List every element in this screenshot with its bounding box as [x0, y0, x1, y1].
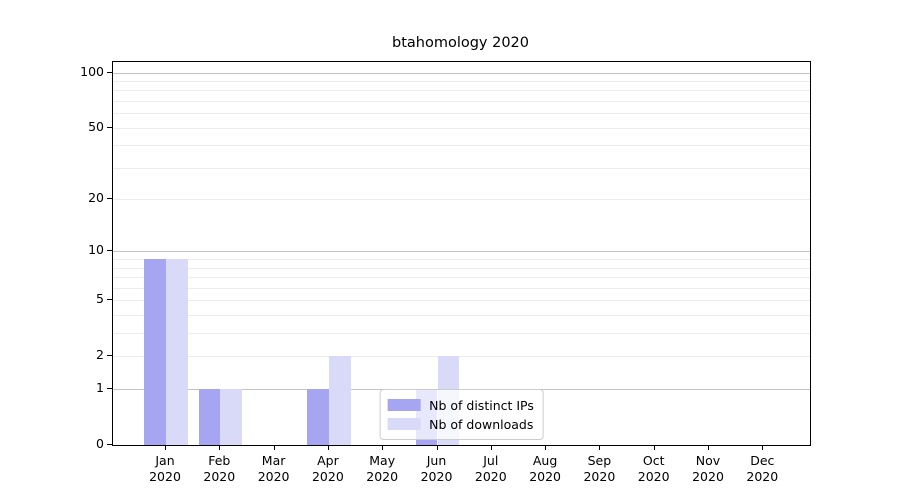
- y-tick-mark: [107, 71, 112, 73]
- x-tick-label: Jun 2020: [420, 453, 453, 485]
- y-tick-label: 1: [96, 380, 104, 396]
- legend-swatch-downloads-icon: [387, 418, 421, 430]
- plot-area: Nb of distinct IPs Nb of downloads: [112, 61, 811, 446]
- y-tick-label: 0: [96, 436, 104, 451]
- x-tick-mark: [273, 445, 275, 450]
- x-tick-label: Nov 2020: [692, 453, 724, 485]
- x-tick-mark: [490, 445, 492, 450]
- y-tick-label: 20: [88, 190, 104, 206]
- bar-distinct-ips-0: [144, 259, 166, 445]
- gridline-minor: [113, 300, 810, 302]
- x-tick-label: Jan 2020: [149, 453, 181, 485]
- y-tick-label: 10: [88, 242, 104, 258]
- legend-label-downloads: Nb of downloads: [429, 416, 534, 432]
- gridline-minor: [113, 127, 810, 129]
- bar-distinct-ips-1: [198, 389, 221, 445]
- x-tick-mark: [545, 445, 547, 450]
- x-tick-mark: [653, 445, 655, 450]
- gridline-minor: [113, 356, 810, 358]
- legend-label-distinct-ips: Nb of distinct IPs: [429, 397, 534, 413]
- y-tick-mark: [107, 198, 112, 200]
- x-tick-label: Oct 2020: [637, 453, 670, 485]
- gridline-minor: [113, 100, 810, 102]
- x-tick-mark: [219, 445, 221, 450]
- y-tick-mark: [107, 250, 112, 252]
- gridline-minor: [113, 145, 810, 147]
- y-tick-mark: [107, 126, 112, 128]
- gridline-major: [113, 72, 810, 74]
- x-tick-label: Jul 2020: [474, 453, 507, 485]
- legend-swatch-distinct-ips-icon: [387, 399, 421, 411]
- gridline-minor: [113, 277, 810, 279]
- y-tick-label: 100: [80, 63, 104, 79]
- x-tick-mark: [436, 445, 438, 450]
- x-tick-mark: [382, 445, 384, 450]
- gridline-minor: [113, 287, 810, 289]
- legend: Nb of distinct IPs Nb of downloads: [379, 389, 544, 440]
- bar-downloads-0: [166, 259, 188, 445]
- gridline-minor: [113, 315, 810, 317]
- y-tick-mark: [107, 444, 112, 445]
- bar-downloads-1: [220, 389, 243, 445]
- legend-item-downloads: Nb of downloads: [387, 415, 534, 433]
- y-tick-mark: [107, 388, 112, 390]
- gridline-minor: [113, 113, 810, 115]
- bar-downloads-3: [328, 356, 351, 445]
- gridline-minor: [113, 259, 810, 261]
- x-tick-mark: [165, 445, 166, 450]
- y-tick-label: 50: [88, 118, 104, 134]
- gridline-minor: [113, 90, 810, 92]
- gridline-major: [113, 251, 810, 253]
- x-tick-label: Sep 2020: [583, 453, 616, 485]
- x-tick-label: May 2020: [366, 453, 399, 485]
- y-tick-mark: [107, 355, 112, 357]
- y-tick-label: 2: [96, 347, 104, 363]
- bar-distinct-ips-3: [307, 389, 329, 445]
- gridline-minor: [113, 167, 810, 169]
- y-tick-mark: [107, 299, 112, 301]
- x-tick-mark: [599, 445, 601, 450]
- x-tick-label: Dec 2020: [746, 453, 779, 485]
- x-tick-label: Feb 2020: [203, 453, 236, 485]
- x-tick-label: Apr 2020: [311, 453, 344, 485]
- x-tick-mark: [762, 445, 764, 450]
- gridline-minor: [113, 80, 810, 82]
- x-tick-label: Mar 2020: [257, 453, 290, 485]
- y-tick-label: 5: [96, 291, 104, 307]
- x-tick-label: Aug 2020: [529, 453, 561, 485]
- legend-item-distinct-ips: Nb of distinct IPs: [387, 396, 534, 414]
- gridline-minor: [113, 199, 810, 201]
- gridline-minor: [113, 267, 810, 269]
- x-tick-mark: [708, 445, 709, 450]
- gridline-minor: [113, 333, 810, 335]
- chart-title: btahomology 2020: [391, 35, 530, 51]
- x-tick-mark: [327, 445, 329, 450]
